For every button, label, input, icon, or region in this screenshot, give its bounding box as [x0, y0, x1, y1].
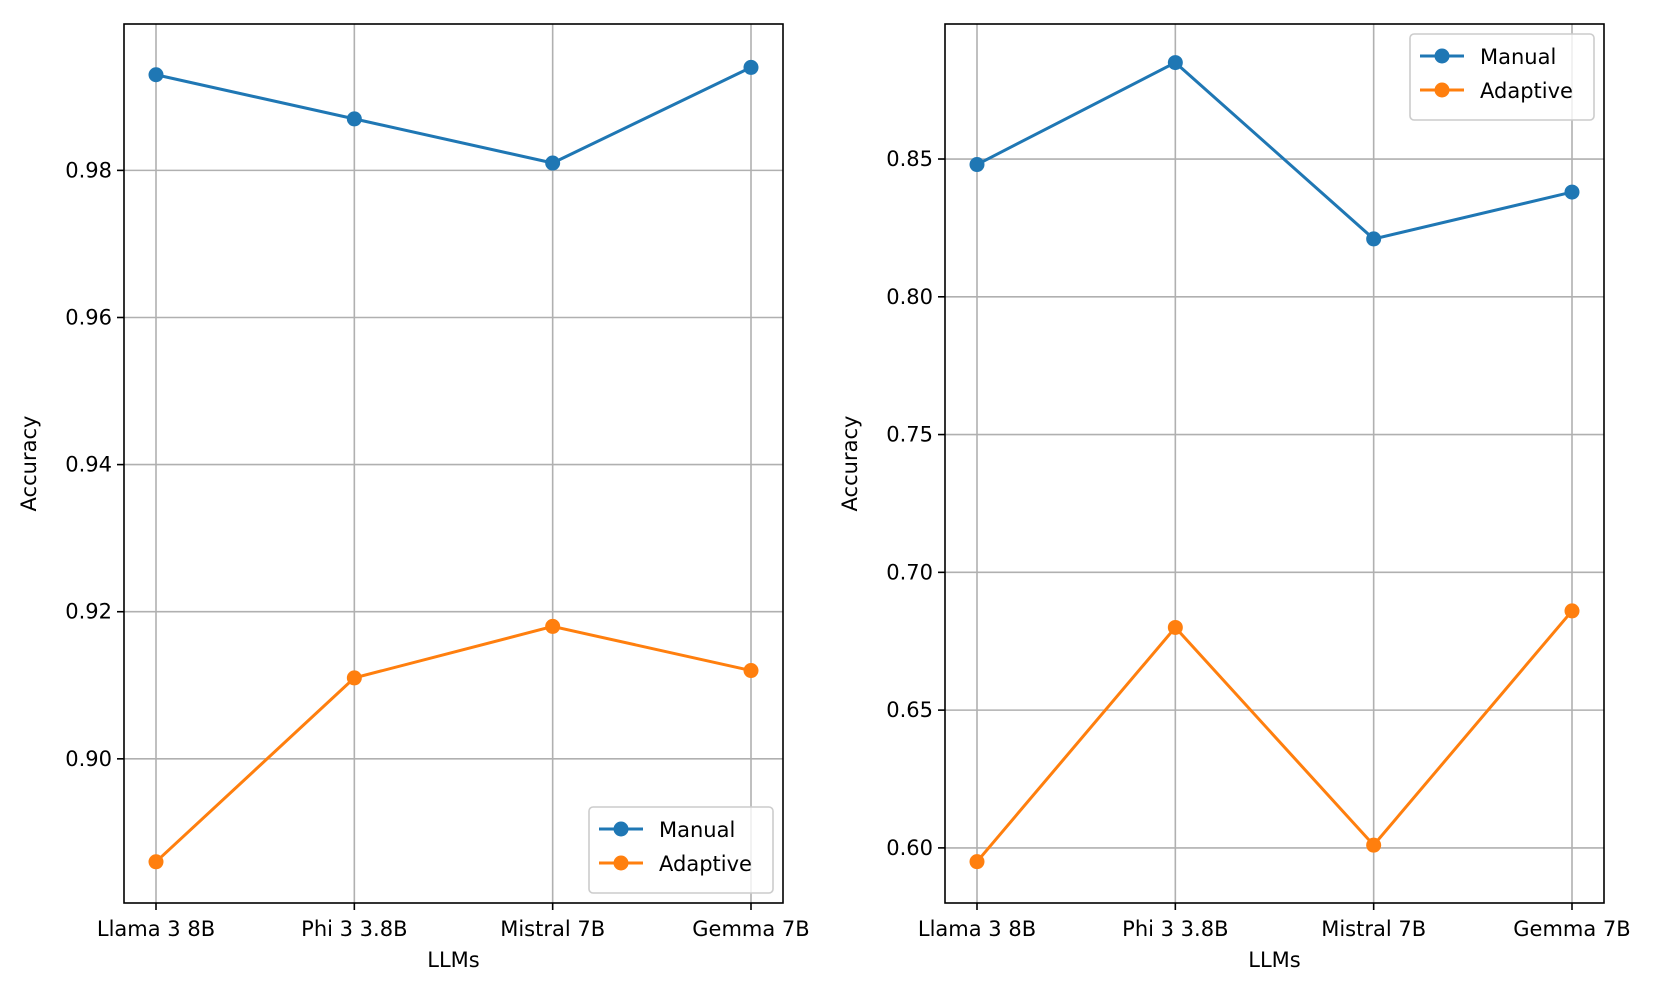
- p1-series-adaptive-point-3: [743, 663, 759, 679]
- p2-ytick-label-1: 0.65: [886, 698, 933, 722]
- p2-legend-manual-marker: [1434, 48, 1450, 64]
- p1-ytick-label-3: 0.96: [65, 305, 112, 329]
- p1-series-manual-point-0: [148, 67, 164, 83]
- p2-series-adaptive-point-1: [1167, 619, 1183, 635]
- p1-ytick-label-2: 0.94: [65, 453, 112, 477]
- p1-series-adaptive-point-1: [346, 670, 362, 686]
- p2-series-manual-line: [976, 60, 1573, 241]
- p1-series-manual-line: [155, 66, 752, 165]
- p2-xtick-label-3: Gemma 7B: [1513, 917, 1630, 941]
- p2-plot-frame: [944, 23, 1605, 904]
- p2-ytick-label-4: 0.80: [886, 285, 933, 309]
- p1-series-adaptive-point-2: [545, 618, 561, 634]
- p1-ytick-label-4: 0.98: [65, 158, 112, 182]
- p2-legend-adaptive-marker: [1434, 82, 1450, 98]
- p2-series-manual-point-3: [1564, 184, 1580, 200]
- p1-legend-manual-marker: [613, 821, 629, 837]
- p2-series-adaptive-point-0: [969, 854, 985, 870]
- p1-xtick-label-3: Gemma 7B: [692, 917, 809, 941]
- p1-legend-adaptive-label: Adaptive: [659, 852, 752, 876]
- p1-series-manual-point-2: [545, 155, 561, 171]
- p2-legend-manual-label: Manual: [1480, 45, 1556, 69]
- p2-ytick-label-5: 0.85: [886, 147, 933, 171]
- p2-series-manual-point-2: [1366, 231, 1382, 247]
- p2-legend-adaptive-label: Adaptive: [1480, 79, 1573, 103]
- p2-ytick-label-3: 0.75: [886, 423, 933, 447]
- p2-x-axis-label: LLMs: [1248, 948, 1300, 972]
- p2-series-manual-point-0: [969, 157, 985, 173]
- p1-series-manual-point-3: [743, 59, 759, 75]
- p1-plot-frame: [123, 23, 784, 904]
- p1-series-manual-point-1: [346, 111, 362, 127]
- p1-ytick-label-0: 0.90: [65, 747, 112, 771]
- p1-series-adaptive-line: [154, 624, 752, 863]
- p2-y-axis-label: Accuracy: [838, 416, 862, 512]
- p1-x-axis-label: LLMs: [427, 948, 479, 972]
- p1-xtick-label-2: Mistral 7B: [500, 917, 605, 941]
- p1-legend-manual-label: Manual: [659, 818, 735, 842]
- p1-series-adaptive-point-0: [148, 854, 164, 870]
- p1-xtick-label-0: Llama 3 8B: [97, 917, 215, 941]
- p2-xtick-label-1: Phi 3 3.8B: [1122, 917, 1228, 941]
- p2-series-adaptive-point-2: [1366, 837, 1382, 853]
- p1-ytick-label-1: 0.92: [65, 600, 112, 624]
- p2-series-adaptive-line: [975, 609, 1574, 863]
- p2-ytick-label-0: 0.60: [886, 836, 933, 860]
- p1-legend-adaptive-marker: [613, 855, 629, 871]
- p2-series-manual-point-1: [1167, 55, 1183, 71]
- p2-series-adaptive-point-3: [1564, 603, 1580, 619]
- p1-xtick-label-1: Phi 3 3.8B: [301, 917, 407, 941]
- p1-y-axis-label: Accuracy: [17, 416, 41, 512]
- p2-xtick-label-0: Llama 3 8B: [918, 917, 1036, 941]
- p2-xtick-label-2: Mistral 7B: [1321, 917, 1426, 941]
- p2-ytick-label-2: 0.70: [886, 560, 933, 584]
